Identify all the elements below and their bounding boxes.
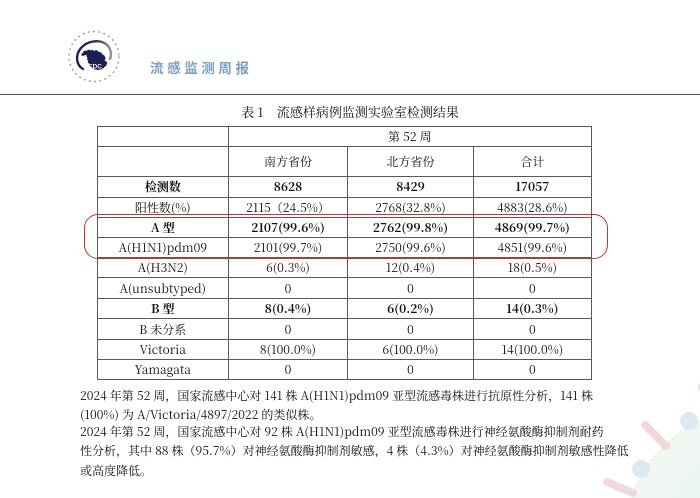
svg-text:CDC: CDC [88,64,102,71]
